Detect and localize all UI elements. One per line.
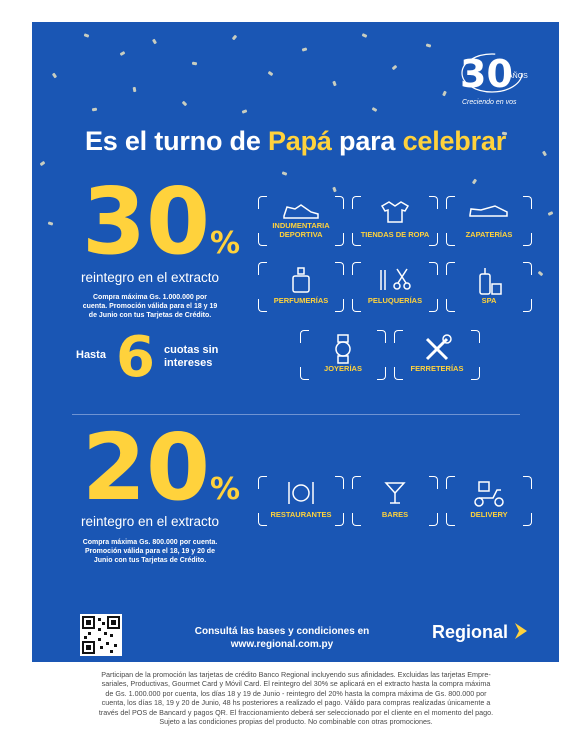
legal-line: Participan de la promoción las tarjetas … <box>101 670 491 679</box>
offer-20-label: reintegro en el extracto <box>80 514 220 529</box>
consult-line: Consultá las bases y condiciones en <box>194 626 370 637</box>
legal-disclaimer: Participan de la promoción las tarjetas … <box>48 670 544 726</box>
installments-suffix: cuotas sin intereses <box>164 344 218 370</box>
legal-line: cuenta, los días 18, 19 y 20 de Junio, 4… <box>101 698 491 708</box>
brand-name: Regional <box>432 622 509 642</box>
logo-years: AÑOS <box>508 73 528 80</box>
offer-30-value: 30% <box>82 172 240 294</box>
regional-logo: Regional <box>432 622 529 643</box>
category-joyerias: JOYERÍAS <box>300 330 386 380</box>
consult-terms: Consultá las bases y condiciones en www.… <box>182 625 382 651</box>
shoe-icon <box>469 205 508 217</box>
category-label: PELUQUERÍAS <box>367 296 423 305</box>
terms-line: Compra máxima Gs. 1.000.000 por <box>93 294 207 301</box>
installments-suffix-line: cuotas sin <box>164 344 219 356</box>
cutlery-icon <box>288 482 314 504</box>
percent-sign: % <box>210 226 241 261</box>
legal-line: Sujeto a las condiciones propias del pro… <box>159 717 433 727</box>
headline-text: para <box>331 126 403 156</box>
chevron-right-icon <box>515 623 528 639</box>
offer-20-number: 20 <box>82 414 211 521</box>
category-label: TIENDAS DE ROPA <box>360 230 430 239</box>
scissors-icon <box>380 268 411 290</box>
category-label: PERFUMERÍAS <box>273 296 329 305</box>
category-zapaterias: ZAPATERÍAS <box>446 196 532 246</box>
anniversary-logo: 30 AÑOS Creciendo en vos <box>460 52 530 112</box>
category-spa: SPA <box>446 262 532 312</box>
installments-prefix: Hasta <box>76 349 106 361</box>
category-label: RESTAURANTES <box>270 510 332 519</box>
percent-sign: % <box>210 472 241 507</box>
logo-tagline: Creciendo en vos <box>462 99 517 106</box>
installments-suffix-line: intereses <box>164 357 213 369</box>
cocktail-icon <box>384 482 406 504</box>
category-bares: BARES <box>352 476 438 526</box>
category-peluquerias: PELUQUERÍAS <box>352 262 438 312</box>
category-label: ZAPATERÍAS <box>465 230 513 239</box>
category-delivery: DELIVERY <box>446 476 532 526</box>
terms-line: de Junio con tus Tarjetas de Crédito. <box>88 312 212 319</box>
offer-30-label: reintegro en el extracto <box>80 270 220 285</box>
terms-line: Junio con tus Tarjetas de Crédito. <box>93 557 207 564</box>
offer-30-terms: Compra máxima Gs. 1.000.000 por cuenta. … <box>60 293 240 320</box>
delivery-scooter-icon <box>474 481 504 507</box>
offer-30-number: 30 <box>82 168 211 275</box>
tools-icon <box>425 334 452 361</box>
terms-line: Compra máxima Gs. 800.000 por cuenta. <box>82 539 218 546</box>
headline-text: Es el turno de <box>84 126 268 156</box>
category-label: SPA <box>481 296 497 305</box>
terms-line: cuenta. Promoción válida para el 18 y 19 <box>82 303 218 310</box>
spa-bottles-icon <box>479 268 502 295</box>
category-label: JOYERÍAS <box>324 364 362 373</box>
terms-line: Promoción válida para el 18, 19 y 20 de <box>85 548 215 555</box>
category-tiendas-de-ropa: TIENDAS DE ROPA <box>352 196 438 246</box>
category-label: FERRETERÍAS <box>410 364 464 373</box>
legal-line: sariales, Productivas, Gourmet Card y Mó… <box>101 679 491 689</box>
installments-number: 6 <box>116 325 155 390</box>
legal-line: de Gs. 1.000.000 por cuenta, los días 18… <box>105 688 487 698</box>
category-label: BARES <box>381 510 409 519</box>
shirt-icon <box>380 201 410 223</box>
category-perfumerias: PERFUMERÍAS <box>258 262 344 312</box>
category-indumentaria-deportiva: INDUMENTARIA DEPORTIVA <box>258 196 344 246</box>
qr-code-icon <box>80 614 122 656</box>
category-ferreterias: FERRETERÍAS <box>394 330 480 380</box>
sneaker-icon <box>283 204 319 219</box>
watch-icon <box>335 334 351 364</box>
website-link[interactable]: www.regional.com.py <box>230 639 334 650</box>
legal-line: través del POS de Bancard y pagos QR. El… <box>98 707 494 717</box>
headline: Es el turno de Papá para celebrar <box>32 126 559 157</box>
category-label: INDUMENTARIA DEPORTIVA <box>272 221 330 239</box>
headline-highlight-celebrar: celebrar <box>402 126 507 156</box>
perfume-icon <box>292 267 310 293</box>
logo-number: 30 <box>460 52 513 96</box>
section-divider <box>72 414 520 415</box>
category-restaurantes: RESTAURANTES <box>258 476 344 526</box>
category-label: DELIVERY <box>470 510 508 519</box>
promo-poster: 30 AÑOS Creciendo en vos Es el turno de … <box>32 22 559 662</box>
offer-20-value: 20% <box>82 418 240 540</box>
offer-20-terms: Compra máxima Gs. 800.000 por cuenta. Pr… <box>60 538 240 565</box>
headline-highlight-papa: Papá <box>267 126 332 156</box>
